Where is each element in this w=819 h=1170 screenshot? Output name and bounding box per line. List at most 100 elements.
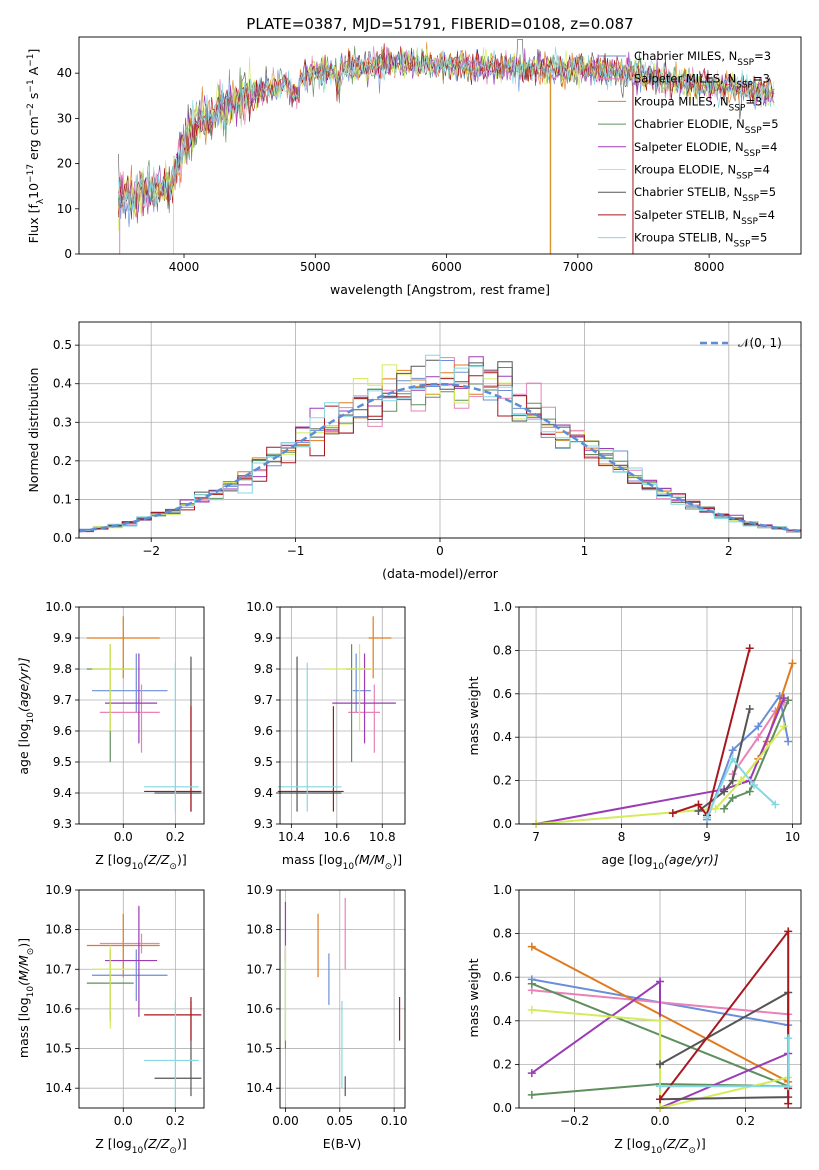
spectrum-line [118, 46, 775, 214]
weight-marker [745, 644, 754, 653]
x-tick-label: 0 [436, 544, 444, 558]
ebv_mass-frame [279, 889, 406, 1109]
y-tick-label: 9.7 [254, 693, 273, 707]
y-tick-label: 9.6 [53, 724, 72, 738]
y-tick-label: 0.8 [493, 643, 512, 657]
x-tick-label: 10.4 [278, 830, 305, 844]
y-tick-label: 0.0 [53, 531, 72, 545]
x-tick-label: 10.8 [369, 830, 396, 844]
mass_age-axes: 10.4 10.6 10.8 9.3 9.4 9.5 9.6 9.7 9.8 9.9 10.0 [246, 600, 405, 844]
weight-line [706, 757, 777, 818]
ebv_mass-axes: 0.00 0.05 0.10 10.4 10.5 10.6 10.7 10.8 10.9 [246, 883, 407, 1128]
y-tick-label: 0.3 [53, 415, 72, 429]
residuals-axes: −2 −1 0 1 2 0.0 0.1 0.2 0.3 0.4 0.5 [53, 322, 801, 558]
x-axis-label: mass [log10(M/M⊙)] [282, 852, 402, 872]
y-tick-label: 0.2 [53, 454, 72, 468]
legend-label: Chabrier ELODIE, NSSP=5 [634, 117, 779, 136]
y-tick-label: 0 [64, 247, 72, 261]
weight-marker [527, 1090, 536, 1099]
x-tick-label: 0.2 [166, 1114, 185, 1128]
weight-marker [745, 704, 754, 713]
x-tick-label: 0.05 [326, 1114, 353, 1128]
weight-marker [527, 942, 536, 951]
y-axis-label: mass weight [466, 676, 481, 755]
weight-line [659, 928, 790, 1104]
x-axis-label: Z [log10(Z/Z⊙)] [95, 1136, 186, 1156]
y-tick-label: 9.6 [254, 724, 273, 738]
weight-marker [656, 977, 664, 986]
weight-marker [779, 694, 788, 703]
x-tick-label: −0.2 [560, 1114, 589, 1128]
y-tick-label: 9.5 [254, 755, 273, 769]
y-tick-label: 1.0 [493, 600, 512, 614]
x-axis-label: Z [log10(Z/Z⊙)] [614, 1136, 705, 1156]
y-tick-label: 9.4 [53, 786, 72, 800]
x-tick-label: 0.0 [114, 1114, 133, 1128]
weight-line [536, 725, 785, 825]
weight-line [535, 697, 785, 825]
weight-marker [745, 787, 754, 796]
y-tick-label: 10.7 [45, 962, 72, 976]
y-axis-label: Flux [fλ10−17 erg cm−2 s−1 A−1] [26, 49, 46, 244]
weight-marker [784, 1082, 793, 1091]
x-axis-label: Z [log10(Z/Z⊙)] [95, 852, 186, 872]
legend-label: Salpeter ELODIE, NSSP=4 [634, 140, 777, 159]
y-axis-label: mass weight [466, 958, 481, 1037]
weight-marker [728, 746, 737, 755]
legend-label: Chabrier STELIB, NSSP=5 [634, 185, 776, 204]
x-tick-label: 1 [581, 544, 589, 558]
x-tick-label: 0.0 [650, 1114, 669, 1128]
y-tick-label: 40 [57, 66, 72, 80]
y-tick-label: 0.4 [493, 730, 512, 744]
y-tick-label: 10.4 [45, 1081, 72, 1095]
weight-marker [737, 776, 746, 785]
y-tick-label: 9.8 [53, 662, 72, 676]
weight-marker [656, 1060, 664, 1069]
y-tick-label: 10.5 [45, 1042, 72, 1056]
y-axis-label: age [log10(age/yr)] [16, 657, 36, 774]
weight-marker [754, 722, 763, 731]
weight-marker [527, 979, 536, 988]
y-tick-label: 0.0 [493, 1101, 512, 1115]
x-tick-label: 0.0 [114, 830, 133, 844]
plot-layer: 4000 5000 6000 7000 8000010203040wavelength … [16, 36, 802, 1156]
age_weight-axes: 7 8 9 10 0.0 0.2 0.4 0.6 0.8 1.0 [493, 600, 801, 844]
x-tick-label: 7 [532, 830, 540, 844]
weight-marker [784, 696, 793, 705]
legend-label: Salpeter STELIB, NSSP=4 [634, 208, 775, 227]
weight-marker [771, 800, 780, 809]
weight-marker [527, 1005, 536, 1014]
weight-marker [784, 927, 793, 936]
x-tick-label: 0.2 [736, 1114, 755, 1128]
x-tick-label: 8000 [694, 260, 725, 274]
y-tick-label: 10.8 [246, 923, 273, 937]
y-tick-label: 10.0 [45, 600, 72, 614]
y-tick-label: 0.2 [493, 1057, 512, 1071]
weight-marker [728, 776, 737, 785]
z_weight-frame [518, 889, 802, 1109]
x-tick-label: 2 [725, 544, 733, 558]
y-tick-label: 10.6 [246, 1002, 273, 1016]
x-axis-label: age [log10(age/yr)] [601, 852, 718, 872]
z_weight-plot [527, 927, 793, 1112]
y-tick-label: 30 [57, 111, 72, 125]
y-axis-label: Normed distribution [26, 368, 41, 493]
normal-curve [78, 382, 802, 533]
y-tick-label: 9.8 [254, 662, 273, 676]
z_mass-plot [86, 905, 202, 1108]
residuals-frame [78, 321, 802, 539]
y-tick-label: 9.9 [53, 631, 72, 645]
x-tick-label: 9 [703, 830, 711, 844]
z_mass-axes: 0.0 0.2 10.4 10.5 10.6 10.7 10.8 10.9 [45, 883, 204, 1128]
spectrum-frame [78, 36, 802, 255]
y-tick-label: 10.4 [246, 1081, 273, 1095]
spectrum-line [118, 43, 775, 218]
y-tick-label: 10.6 [45, 1002, 72, 1016]
y-tick-label: 0.5 [53, 338, 72, 352]
y-tick-label: 0.0 [493, 817, 512, 831]
y-tick-label: 10 [57, 202, 72, 216]
legend-label: Salpeter MILES, NSSP=3 [634, 72, 770, 91]
x-tick-label: 4000 [169, 260, 200, 274]
y-tick-label: 0.1 [53, 492, 72, 506]
weight-marker [668, 809, 677, 818]
